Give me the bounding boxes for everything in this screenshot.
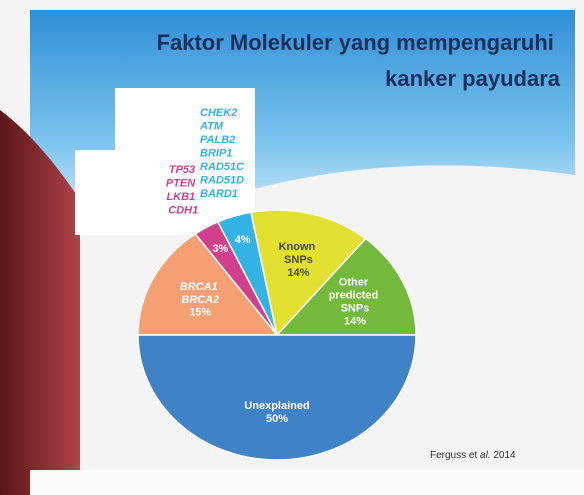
value-label: 15% bbox=[189, 307, 211, 319]
slice-label: BRCA1 BRCA2 bbox=[180, 281, 221, 306]
value-label: 3% bbox=[212, 243, 228, 255]
slice-label: Unexplained bbox=[244, 400, 309, 412]
source: Ferguss et al. 2014 bbox=[430, 450, 516, 461]
value-label: 50% bbox=[266, 413, 288, 425]
value-label: 14% bbox=[287, 267, 309, 279]
slide: Faktor Molekuler yang mempengaruhi kanke… bbox=[0, 0, 584, 495]
footer-band bbox=[30, 470, 584, 495]
slice-label: Known SNPs bbox=[279, 241, 319, 266]
value-label: 14% bbox=[344, 315, 366, 327]
gene-list: TP53 PTEN LKB1 CDH1 bbox=[166, 164, 198, 217]
value-label: 4% bbox=[235, 234, 251, 246]
